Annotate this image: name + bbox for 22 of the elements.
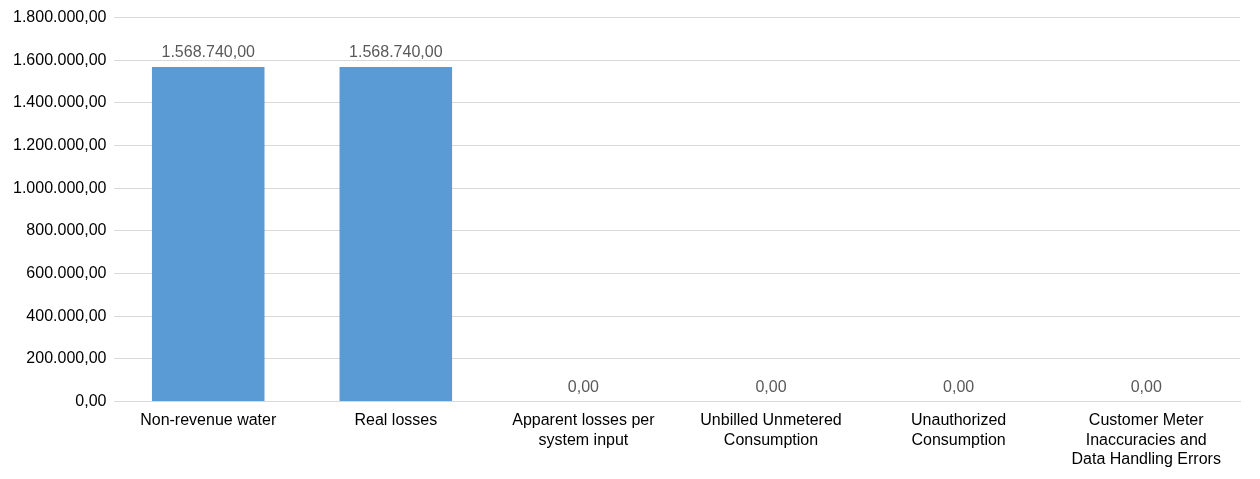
y-tick-label: 1.400.000,00 — [13, 93, 107, 111]
data-label: 0,00 — [755, 377, 787, 395]
x-tick-label: Real losses — [354, 411, 438, 429]
data-label: 1.568.740,00 — [349, 43, 443, 61]
x-tick-label: Non-revenue water — [140, 411, 277, 429]
y-tick-label: 200.000,00 — [26, 349, 107, 367]
y-tick-label: 1.000.000,00 — [13, 178, 107, 196]
y-tick-label: 800.000,00 — [26, 221, 107, 239]
y-tick-label: 400.000,00 — [26, 306, 107, 324]
data-label: 0,00 — [943, 377, 975, 395]
x-tick-label: Apparent losses per system input — [512, 411, 656, 448]
y-tick-label: 600.000,00 — [26, 263, 107, 281]
data-label: 1.568.740,00 — [161, 43, 256, 61]
y-tick-label: 0,00 — [75, 391, 107, 409]
data-label: 0,00 — [567, 377, 600, 395]
x-tick-label: Customer Meter Inaccuracies and Data Handling Errors — [1071, 411, 1221, 467]
x-tick-label: Unauthorized Consumption — [911, 411, 1007, 448]
y-tick-label: 1.200.000,00 — [13, 135, 107, 153]
x-tick-label: Unbilled Unmetered Consumption — [700, 411, 842, 448]
y-tick-label: 1.800.000,00 — [13, 8, 107, 26]
data-label: 0,00 — [1130, 377, 1162, 395]
y-tick-label: 1.600.000,00 — [13, 50, 107, 68]
